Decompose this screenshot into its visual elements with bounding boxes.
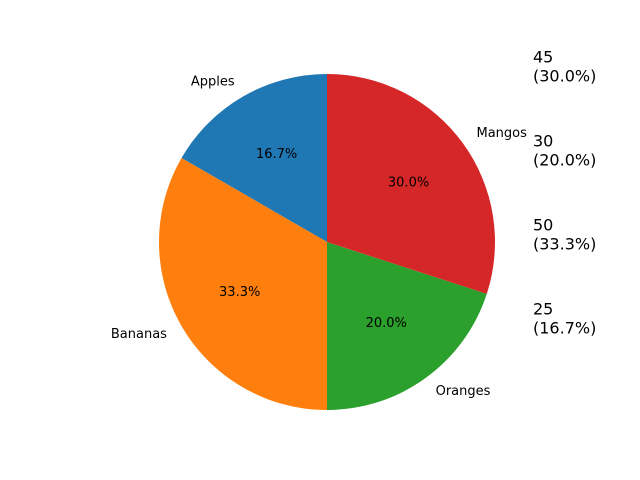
pie-slice-apples	[181, 74, 327, 242]
category-label-mangos: Mangos	[477, 126, 528, 141]
annotation-percent: (20.0%)	[533, 151, 596, 170]
annotation-percent: (33.3%)	[533, 235, 596, 254]
percent-label-mangos: 30.0%	[388, 175, 429, 190]
annotation-value: 30	[533, 132, 553, 151]
percent-label-apples: 16.7%	[256, 147, 297, 162]
annotation-percent: (30.0%)	[533, 67, 596, 86]
pie-slices	[159, 74, 496, 410]
annotation-value: 45	[533, 48, 553, 67]
percent-label-oranges: 20.0%	[366, 316, 407, 331]
category-label-bananas: Bananas	[111, 327, 167, 342]
annotation-percent: (16.7%)	[533, 319, 596, 338]
category-label-apples: Apples	[191, 74, 235, 89]
side-annotations: 45(30.0%) 30(20.0%) 50(33.3%) 25(16.7%)	[533, 48, 596, 338]
annotation-value: 50	[533, 216, 553, 235]
pie-slice-bananas	[159, 158, 327, 410]
percent-label-bananas: 33.3%	[219, 285, 260, 300]
pie-slice-oranges	[327, 242, 487, 410]
annotation-value: 25	[533, 300, 553, 319]
pie-labels: Apples 16.7% Bananas 33.3% Oranges 20.0% Mango…	[111, 74, 527, 399]
category-label-oranges: Oranges	[436, 384, 491, 399]
pie-slice-mangos	[327, 74, 496, 294]
